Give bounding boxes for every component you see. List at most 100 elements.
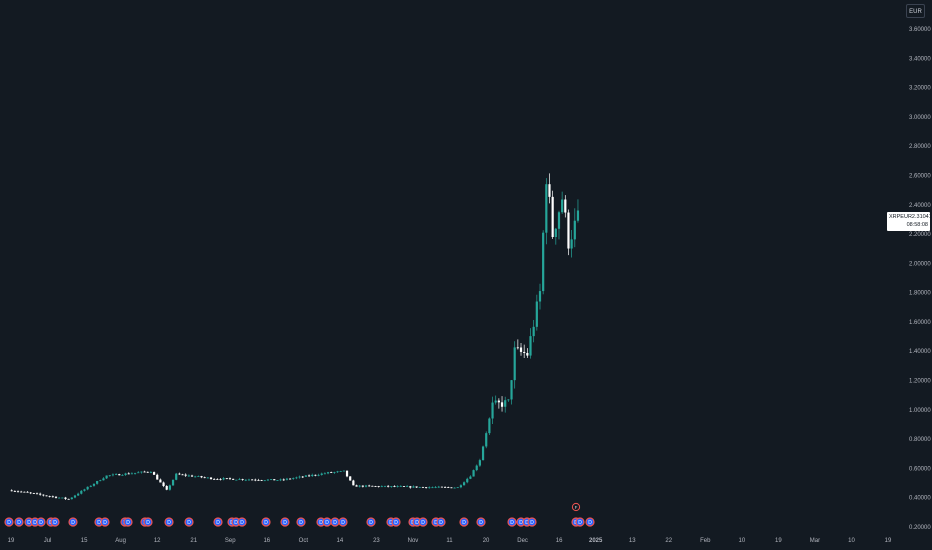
event-marker[interactable]: D — [575, 517, 585, 527]
candle-body — [80, 490, 83, 494]
time-tick-label: 11 — [446, 538, 453, 544]
event-marker[interactable]: D — [585, 517, 595, 527]
candle-body — [99, 480, 102, 482]
price-tick-label: 2.40000 — [909, 203, 931, 209]
candle-body — [266, 479, 270, 481]
candle-body — [500, 402, 504, 407]
event-marker[interactable]: D — [330, 517, 340, 527]
event-marker[interactable]: D — [418, 517, 428, 527]
candle-body — [336, 471, 339, 473]
event-marker[interactable]: D — [366, 517, 376, 527]
time-tick-label: Feb — [700, 538, 711, 544]
candle-body — [497, 400, 500, 403]
event-marker-label: D — [216, 520, 220, 526]
candle-body — [304, 475, 308, 477]
currency-button[interactable]: EUR — [906, 4, 925, 18]
candle-body — [466, 478, 469, 483]
event-marker[interactable]: D — [322, 517, 332, 527]
time-tick-label: 2025 — [589, 538, 603, 544]
candle-body — [273, 479, 276, 481]
event-marker[interactable]: D — [100, 517, 110, 527]
candle-body — [121, 474, 124, 476]
event-marker[interactable]: D — [280, 517, 290, 527]
event-marker[interactable]: D — [476, 517, 486, 527]
candle-body — [260, 480, 263, 481]
event-marker-label: D — [421, 520, 425, 526]
candle-body — [70, 497, 73, 500]
candle-body — [146, 471, 149, 473]
event-marker-label: D — [588, 520, 592, 526]
event-marker[interactable]: D — [237, 517, 247, 527]
candle-body — [127, 473, 130, 475]
candle-body — [364, 485, 368, 487]
price-tick-label: 0.40000 — [909, 496, 931, 502]
event-marker-label: D — [71, 520, 75, 526]
time-tick-label: 16 — [263, 538, 270, 544]
event-marker-label: D — [187, 520, 191, 526]
event-marker[interactable]: D — [68, 517, 78, 527]
price-tick-label: 0.80000 — [909, 437, 931, 443]
time-tick-label: Jul — [44, 538, 52, 544]
time-tick-label: 19 — [885, 538, 892, 544]
event-marker[interactable]: D — [184, 517, 194, 527]
candle-body — [542, 232, 545, 292]
candle-body — [567, 212, 570, 249]
price-axis[interactable]: 3.60000 3.40000 3.20000 3.00000 2.80000 2.600… — [909, 27, 931, 531]
event-marker[interactable]: D — [459, 517, 469, 527]
candle-body — [124, 473, 127, 475]
event-marker[interactable]: D — [436, 517, 446, 527]
bar-countdown: 08:58:08 — [906, 222, 928, 228]
event-marker[interactable]: D — [338, 517, 348, 527]
candle-body — [29, 492, 32, 494]
candle-body — [453, 487, 456, 489]
candle-body — [194, 476, 197, 478]
time-tick-label: 15 — [81, 538, 88, 544]
candle-body — [333, 472, 336, 473]
price-tick-label: 2.80000 — [909, 144, 931, 150]
event-marker[interactable]: D — [4, 517, 14, 527]
event-marker-label: D — [103, 520, 107, 526]
price-label-value: 2.31041 — [911, 214, 932, 220]
event-marker[interactable]: D — [527, 517, 537, 527]
event-marker[interactable]: D — [14, 517, 24, 527]
candle-body — [209, 477, 213, 480]
candle-body — [418, 486, 421, 488]
event-marker[interactable]: D — [143, 517, 153, 527]
candle-body — [288, 478, 292, 480]
candle-body — [263, 480, 266, 482]
candle-body — [443, 487, 447, 488]
candle-body — [77, 493, 80, 496]
time-tick-label: Mar — [810, 538, 820, 544]
event-marker-special[interactable]: F — [571, 502, 581, 512]
time-axis[interactable]: 19 Jul 15 Aug 12 21 Sep 16 Oct 14 23 Nov 11 20 Dec 16 20… — [8, 538, 892, 544]
candle-body — [51, 496, 54, 498]
event-marker-label: D — [126, 520, 130, 526]
candle-body — [143, 471, 146, 473]
event-marker[interactable]: D — [50, 517, 60, 527]
candle-body — [545, 184, 548, 233]
event-marker[interactable]: D — [213, 517, 223, 527]
candle-body — [402, 486, 406, 487]
candle-body — [115, 474, 118, 475]
event-marker[interactable]: D — [261, 517, 271, 527]
candle-body — [178, 473, 181, 475]
event-marker[interactable]: D — [36, 517, 46, 527]
candle-body — [10, 490, 13, 492]
time-tick-label: 19 — [775, 538, 782, 544]
candle-body — [86, 486, 89, 490]
event-marker[interactable]: D — [391, 517, 401, 527]
event-marker[interactable]: D — [164, 517, 174, 527]
candle-body — [247, 479, 251, 481]
price-tick-label: 2.20000 — [909, 232, 931, 238]
candle-body — [409, 486, 412, 488]
candle-body — [130, 473, 134, 475]
event-marker[interactable]: D — [123, 517, 133, 527]
event-marker[interactable]: D — [296, 517, 306, 527]
candle-body — [428, 487, 431, 489]
candle-body — [251, 479, 254, 481]
candle-body — [535, 301, 538, 327]
event-marker[interactable]: D — [507, 517, 517, 527]
candle-body — [137, 472, 140, 474]
